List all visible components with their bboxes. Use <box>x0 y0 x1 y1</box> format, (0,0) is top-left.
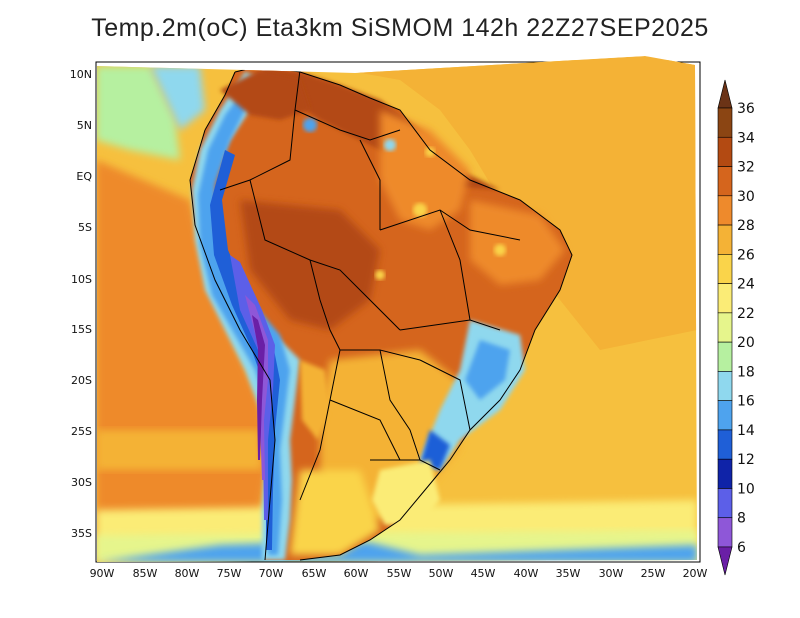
country-borders <box>189 65 573 561</box>
colorbar-segment <box>717 429 733 460</box>
lon-label: 30W <box>599 567 624 580</box>
lon-label: 35W <box>556 567 581 580</box>
colorbar-segment <box>717 517 733 548</box>
colorbar-bottom-arrow <box>717 546 733 576</box>
colorbar-segment <box>717 341 733 372</box>
lon-label: 80W <box>175 567 200 580</box>
lat-label: EQ <box>76 170 92 183</box>
colorbar-label: 26 <box>737 247 755 263</box>
colorbar-label: 12 <box>737 452 755 468</box>
colorbar-segment <box>717 254 733 284</box>
lat-label: 5S <box>78 221 92 234</box>
lat-label: 10N <box>70 68 92 81</box>
colorbar-segment <box>717 371 733 401</box>
colorbar-label: 8 <box>737 511 746 527</box>
lon-label: 90W <box>90 567 115 580</box>
colorbar-label: 30 <box>737 189 755 205</box>
lat-label: 35S <box>71 527 92 540</box>
colorbar-label: 28 <box>737 218 755 234</box>
colorbar-segment <box>717 195 733 226</box>
colorbar-label: 20 <box>737 335 755 351</box>
latitude-axis: 10N 5N EQ 5S 10S 15S 20S 25S 30S 35S <box>70 68 93 540</box>
lon-label: 85W <box>133 567 158 580</box>
lat-label: 30S <box>71 476 92 489</box>
colorbar-label: 16 <box>737 394 755 410</box>
map-title: Temp.2m(oC) Eta3km SiSMOM 142h 22Z27SEP2… <box>91 14 709 42</box>
colorbar-segment <box>717 283 733 314</box>
temperature-field <box>97 56 697 562</box>
colorbar-label: 14 <box>737 423 755 439</box>
lon-label: 50W <box>429 567 454 580</box>
lon-label: 40W <box>514 567 539 580</box>
colorbar-label: 6 <box>737 540 746 556</box>
lon-label: 70W <box>259 567 284 580</box>
colorbar-segment <box>717 136 733 167</box>
colorbar-segment <box>717 400 733 431</box>
lat-label: 15S <box>71 323 92 336</box>
colorbar-label: 18 <box>737 364 755 380</box>
lon-label: 65W <box>302 567 327 580</box>
colorbar-top-arrow <box>717 79 733 109</box>
colorbar-segment <box>717 166 733 197</box>
lon-label: 25W <box>641 567 666 580</box>
colorbar: 36 34 32 30 28 26 24 22 20 18 16 14 12 10 8 6 <box>717 79 755 576</box>
colorbar-segment <box>717 488 733 519</box>
colorbar-label: 24 <box>737 277 755 293</box>
colorbar-label: 10 <box>737 481 755 497</box>
lat-label: 25S <box>71 425 92 438</box>
colorbar-label: 34 <box>737 130 755 146</box>
colorbar-label: 22 <box>737 306 755 322</box>
colorbar-segment <box>717 224 733 255</box>
lon-label: 20W <box>683 567 708 580</box>
colorbar-segment <box>717 312 733 343</box>
longitude-axis: 90W 85W 80W 75W 70W 65W 60W 55W 50W 45W … <box>90 567 708 580</box>
lat-label: 20S <box>71 374 92 387</box>
lon-label: 75W <box>217 567 242 580</box>
lon-label: 60W <box>344 567 369 580</box>
colorbar-segment <box>717 458 733 489</box>
lon-label: 55W <box>387 567 412 580</box>
colorbar-label: 36 <box>737 101 755 117</box>
colorbar-segment <box>717 107 733 138</box>
lat-label: 10S <box>71 273 92 286</box>
lon-label: 45W <box>471 567 496 580</box>
lat-label: 5N <box>77 119 92 132</box>
colorbar-label: 32 <box>737 160 755 176</box>
